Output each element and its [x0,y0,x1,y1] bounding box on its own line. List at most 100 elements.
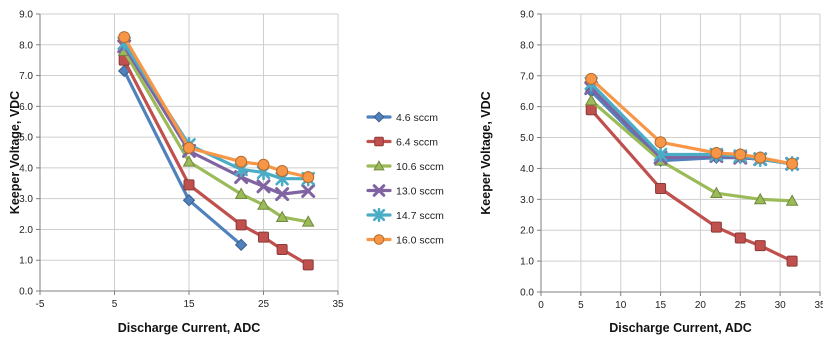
right-chart-y-axis-label: Keeper Voltage, VDC [479,91,493,214]
legend-marker [372,207,386,223]
x-tick-label: 35 [814,300,823,311]
series-16-0-sccm [118,31,315,184]
series-line [122,44,310,196]
legend-item: 4.6 sccm [366,111,438,124]
legend: 4.6 sccm 6.4 sccm 10.6 sccm 13.0 sccm 14.7 s… [366,111,444,246]
x-tick-label: 5 [112,299,118,310]
data-point [786,255,798,267]
data-point [301,215,315,227]
data-point [256,179,271,194]
legend-marker [373,160,385,171]
legend-item: 16.0 sccm [366,234,444,246]
series-line-6 [585,72,799,170]
data-point [302,171,315,184]
data-point [710,147,723,159]
legend-marker [374,136,384,147]
data-point [258,231,269,243]
right-chart-tick-labels: 0 5 10 15 20 25 30 35 0.0 1.0 2.0 3.0 4.0 5.0 6.0 7.0 8.… [520,10,823,312]
legend-item: 13.0 sccm [366,184,444,197]
x-tick-label: 5 [578,300,584,311]
x-tick-label: 10 [615,300,627,311]
data-point [301,183,316,198]
data-point [183,179,195,191]
left-chart-series [117,31,316,271]
x-tick-label: 20 [695,300,707,311]
series-line-3 [584,93,799,206]
y-tick-label: 3.0 [520,195,534,206]
data-point [585,72,598,85]
left-chart-tick-labels: -5 5 15 25 35 0.0 1.0 2.0 3.0 4.0 5.0 6.0 7.0 8.0 9.0 [19,10,344,311]
y-tick-label: 8.0 [19,40,33,51]
data-point [182,193,196,207]
y-tick-label: 3.0 [19,194,33,205]
data-point [734,148,747,161]
data-point [235,219,247,231]
data-point [234,187,248,199]
x-tick-label: 25 [258,299,270,310]
data-point [275,210,289,223]
data-point [654,136,667,149]
y-tick-label: 4.0 [19,163,33,174]
data-point [710,186,723,199]
data-point [754,240,766,252]
data-point [786,157,799,170]
y-tick-label: 9.0 [520,10,534,21]
data-point [257,158,270,171]
data-point [183,141,195,154]
legend-marker [372,184,386,197]
left-chart: -5 5 15 25 350.01.02.03.04.05.06.07.08.09.0 … [8,10,344,336]
y-tick-label: 4.0 [520,164,534,175]
x-tick-label: 35 [332,299,344,310]
series-line [122,35,310,179]
data-point [710,221,722,233]
y-tick-label: 7.0 [19,71,33,82]
y-tick-label: 7.0 [520,71,534,82]
x-tick-label: 30 [775,300,787,311]
series-6-4-sccm [118,54,314,271]
y-tick-label: 9.0 [19,10,33,21]
data-point [275,187,290,202]
left-chart-y-axis-label: Keeper Voltage, VDC [8,91,22,214]
y-tick-label: 5.0 [19,133,33,144]
data-point [734,232,746,244]
data-point [276,164,289,177]
series-line [589,108,794,263]
y-tick-label: 5.0 [520,133,534,144]
data-point [276,243,288,255]
legend-marker [373,234,385,245]
legend-item: 6.4 sccm [366,136,438,148]
legend-label: 6.4 sccm [396,136,438,148]
legend-item: 14.7 sccm [366,207,444,223]
data-point [753,192,767,205]
data-point [653,146,668,163]
data-point [234,238,248,252]
legend-label: 14.7 sccm [396,210,444,222]
legend-label: 16.0 sccm [396,234,444,246]
data-point [182,155,196,167]
y-tick-label: 1.0 [19,256,33,267]
right-chart: 0 5 10 15 20 25 30 35 0.0 1.0 2.0 3.0 4.0 5.0 6.0 7.0 8.… [479,10,823,336]
y-tick-label: 2.0 [19,225,33,236]
x-tick-label: -5 [36,299,45,310]
x-tick-label: 25 [735,300,747,311]
series-line-2 [585,104,798,267]
data-point [235,155,248,168]
data-point [257,198,270,210]
y-tick-label: 8.0 [520,40,534,51]
legend-label: 4.6 sccm [396,112,438,124]
x-tick-label: 0 [538,300,544,311]
series-line [589,81,794,166]
y-tick-label: 6.0 [520,102,534,113]
series-line [122,49,310,224]
data-point [785,194,799,206]
series-4-6-sccm [117,64,248,252]
data-point [585,104,597,116]
data-point [584,93,598,106]
data-point [754,151,767,164]
right-chart-axes [537,13,821,296]
y-tick-label: 6.0 [19,102,33,113]
y-tick-label: 0.0 [19,287,33,298]
y-tick-label: 0.0 [520,288,534,299]
data-point [118,31,131,44]
